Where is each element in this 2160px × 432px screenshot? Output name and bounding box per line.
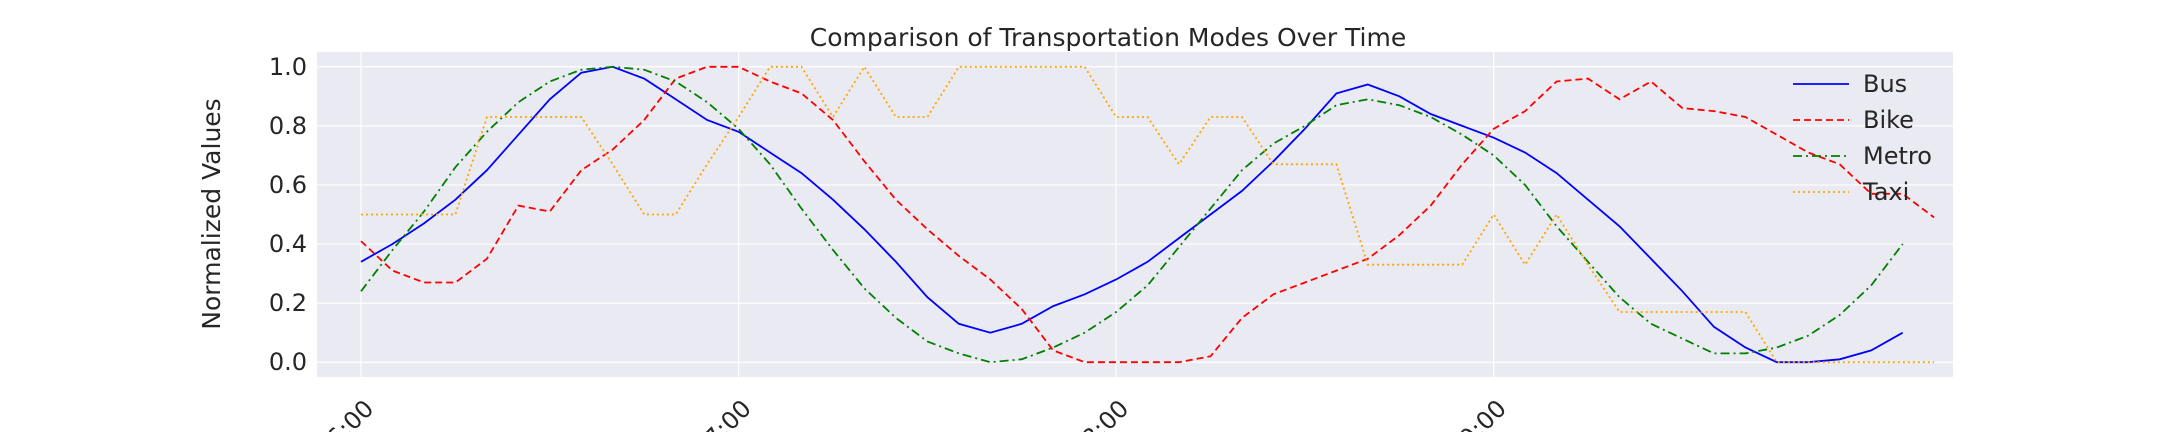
- grid: [317, 52, 1953, 377]
- y-tick-label: 0.0: [269, 348, 307, 376]
- legend-label-bike: Bike: [1863, 106, 1914, 134]
- legend-label-metro: Metro: [1863, 142, 1932, 170]
- x-tick-label: 7:00: [699, 394, 757, 432]
- y-tick-label: 1.0: [269, 53, 307, 81]
- series-line-bike: [360, 65, 1935, 364]
- series-line-bus: [360, 65, 1904, 364]
- x-tick-label: 6:00: [321, 394, 379, 432]
- legend: Bus Bike Metro Taxi: [1793, 70, 1932, 206]
- series-lines: [360, 65, 1935, 364]
- y-tick-label: 0.4: [269, 230, 307, 258]
- series-line-taxi: [361, 65, 1935, 364]
- y-tick-label: 0.8: [269, 112, 307, 140]
- x-tick-label: 8:00: [1076, 394, 1134, 432]
- legend-label-taxi: Taxi: [1862, 178, 1909, 206]
- chart-title: Comparison of Transportation Modes Over …: [810, 23, 1406, 52]
- x-tick-label: 9:00: [1454, 394, 1512, 432]
- y-tick-label: 0.6: [269, 171, 307, 199]
- plot-area: [317, 52, 1953, 377]
- legend-label-bus: Bus: [1863, 70, 1907, 98]
- y-axis-label: Normalized Values: [197, 98, 226, 329]
- y-tick-label: 0.2: [269, 289, 307, 317]
